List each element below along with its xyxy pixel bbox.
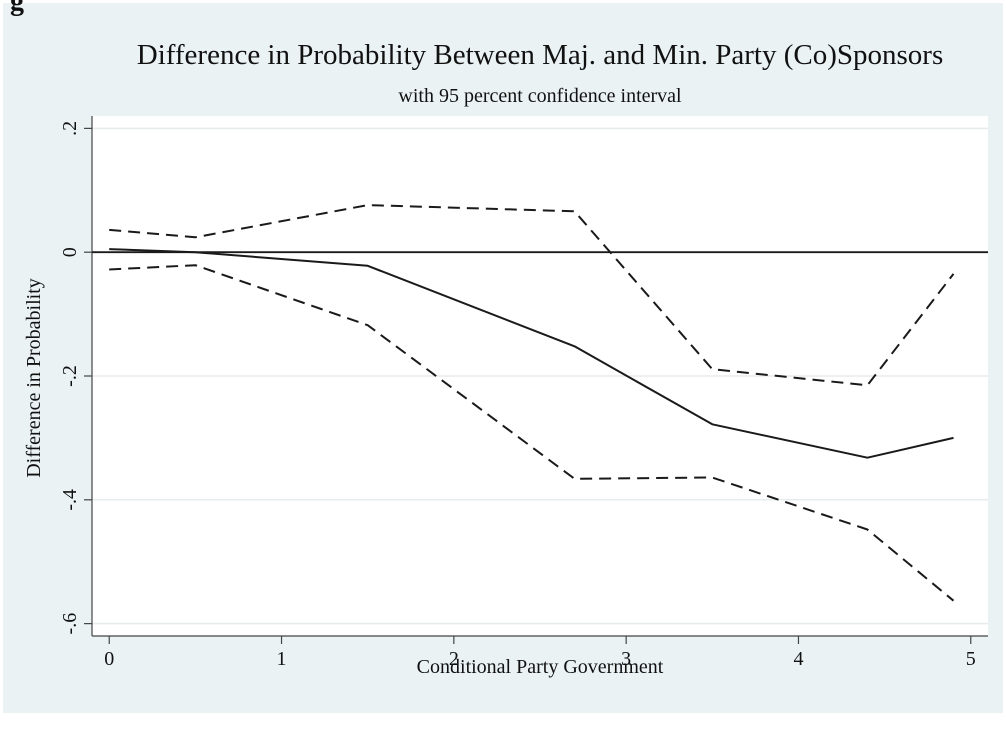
series-line-lower <box>109 264 955 602</box>
x-tick-label: 2 <box>449 648 459 670</box>
x-tick-label: 0 <box>104 648 114 670</box>
y-tick-label: 0 <box>59 247 81 257</box>
y-tick-label: .2 <box>59 121 81 136</box>
x-axis: 0 1 2 3 4 5 <box>92 635 988 670</box>
series-line-upper <box>109 204 955 387</box>
x-axis-label: Conditional Party Government <box>417 656 664 678</box>
x-tick-label: 4 <box>793 648 803 670</box>
y-axis: .2 0 -.2 -.4 -.6 <box>59 116 93 636</box>
x-tick-label: 5 <box>966 648 976 670</box>
x-tick-label: 3 <box>621 648 631 670</box>
figure-label: g <box>10 0 24 17</box>
grid-lines <box>92 127 988 625</box>
y-axis-label: Difference in Probability <box>23 278 45 478</box>
y-tick-label: -.6 <box>59 613 81 635</box>
y-tick-label: -.4 <box>59 489 81 511</box>
y-tick-label: -.2 <box>59 365 81 387</box>
series-line-estimate <box>109 248 954 459</box>
x-tick-label: 1 <box>277 648 287 670</box>
series-group <box>109 204 955 602</box>
chart-title: Difference in Probability Between Maj. a… <box>137 39 944 71</box>
chart-subtitle: with 95 percent confidence interval <box>398 85 682 107</box>
